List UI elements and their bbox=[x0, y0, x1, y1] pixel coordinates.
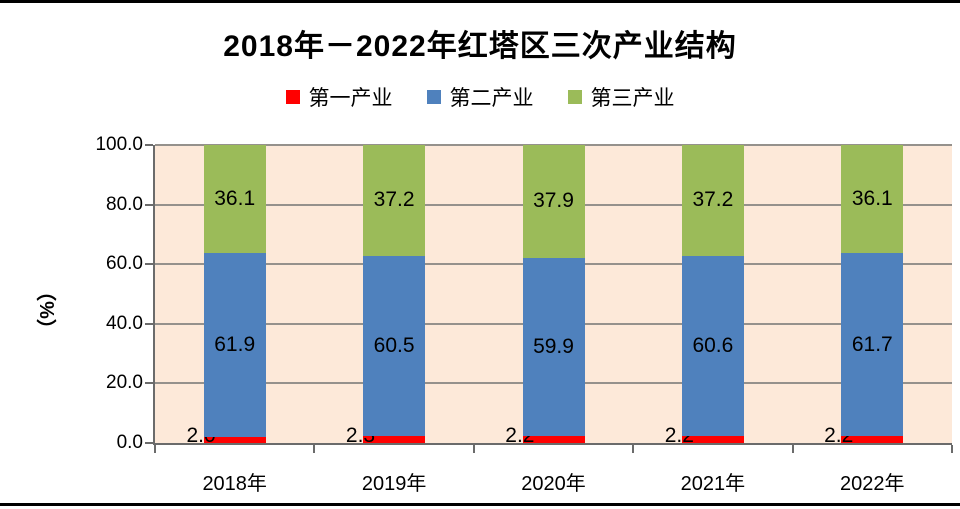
bar-segment: 2.0 bbox=[186, 424, 266, 447]
bar-segment: 37.2 bbox=[681, 145, 744, 256]
plot-area: 0.0 20.0 40.0 60.0 80.0 100.0 2018年 2.0 61.9 36.1… bbox=[95, 134, 953, 495]
legend-label: 第一产业 bbox=[308, 87, 393, 110]
x-axis-tick bbox=[313, 445, 316, 453]
bar-data-label: 37.2 bbox=[373, 188, 415, 212]
legend-item: 第一产业 bbox=[285, 82, 393, 112]
legend-swatch-icon bbox=[285, 90, 300, 104]
bar-data-label: 60.6 bbox=[692, 334, 734, 358]
x-axis-tick bbox=[632, 445, 635, 453]
bar-segment: 2.2 bbox=[665, 424, 744, 447]
gridline bbox=[155, 144, 952, 146]
bar-segment: 60.6 bbox=[681, 255, 744, 437]
x-axis-tick bbox=[791, 445, 794, 453]
x-axis-tick bbox=[472, 445, 475, 453]
bar-data-label: 37.9 bbox=[533, 189, 574, 213]
x-axis-tick-label: 2021年 bbox=[680, 473, 746, 495]
bottom-border-line bbox=[0, 503, 960, 506]
bar-data-label: 60.5 bbox=[373, 334, 415, 358]
legend-swatch-icon bbox=[426, 90, 441, 104]
y-axis-tick-label: 40.0 bbox=[106, 312, 143, 334]
legend-label: 第三产业 bbox=[590, 87, 675, 110]
bar-segment: 37.2 bbox=[363, 145, 426, 256]
y-axis-tick bbox=[145, 442, 153, 444]
legend-item: 第二产业 bbox=[426, 82, 534, 112]
x-axis-tick bbox=[154, 445, 156, 453]
bar-segment: 2.2 bbox=[824, 424, 904, 447]
bar-data-label: 59.9 bbox=[533, 335, 574, 359]
x-axis-tick-label: 2022年 bbox=[840, 473, 905, 495]
y-axis-tick-label: 20.0 bbox=[106, 372, 143, 394]
bar-segment: 36.1 bbox=[841, 145, 904, 253]
legend-label: 第二产业 bbox=[449, 87, 534, 110]
x-axis-tick-label: 2020年 bbox=[521, 473, 586, 495]
chart-title: 2018年－2022年红塔区三次产业结构 bbox=[223, 30, 737, 63]
bar-data-label: 36.1 bbox=[851, 186, 893, 210]
y-axis-tick-label: 80.0 bbox=[106, 193, 143, 215]
x-axis-line bbox=[153, 443, 952, 445]
bar-data-label: 61.7 bbox=[851, 332, 893, 356]
bar-data-label: 36.1 bbox=[214, 186, 256, 210]
y-axis-tick bbox=[145, 382, 153, 385]
top-border-line bbox=[0, 0, 960, 3]
y-axis-tick bbox=[145, 144, 153, 146]
y-axis-tick-label: 0.0 bbox=[116, 432, 143, 453]
y-axis-tick bbox=[145, 203, 153, 206]
y-axis-line bbox=[153, 145, 155, 445]
x-axis-tick-label: 2018年 bbox=[202, 473, 267, 495]
bar-segment: 36.1 bbox=[203, 145, 266, 253]
legend-item: 第三产业 bbox=[567, 82, 675, 112]
bar-segment: 59.9 bbox=[522, 257, 585, 437]
x-axis-tick bbox=[951, 445, 953, 453]
bar-segment: 37.9 bbox=[522, 145, 585, 258]
y-axis-tick-label: 60.0 bbox=[106, 253, 143, 275]
x-axis-tick-label: 2019年 bbox=[361, 473, 427, 495]
bar-segment: 61.7 bbox=[841, 252, 904, 437]
bar-segment: 61.9 bbox=[203, 252, 266, 438]
y-axis-tick-label: 100.0 bbox=[95, 134, 143, 155]
legend-swatch-icon bbox=[567, 90, 582, 104]
bar-segment: 60.5 bbox=[363, 255, 426, 437]
y-axis-tick bbox=[145, 263, 153, 266]
bar-segment: 2.2 bbox=[505, 424, 585, 447]
bar-data-label: 61.9 bbox=[214, 332, 256, 356]
y-axis-tick bbox=[145, 322, 153, 325]
bar-data-label: 37.2 bbox=[692, 188, 734, 212]
legend: 第一产业 第二产业 第三产业 bbox=[0, 82, 960, 112]
bar-segment: 2.3 bbox=[346, 424, 426, 447]
